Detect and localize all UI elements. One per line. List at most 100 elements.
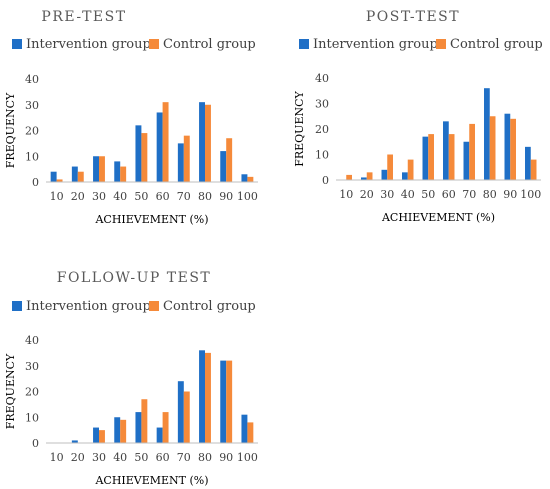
- y-tick-label: 10: [25, 411, 39, 424]
- bar-control-90: [510, 118, 516, 180]
- y-tick-label: 20: [25, 386, 39, 399]
- bar-intervention-80: [484, 88, 490, 180]
- bar-control-40: [407, 159, 414, 180]
- bar-control-100: [530, 159, 537, 180]
- y-tick-label: 20: [25, 125, 39, 138]
- legend-swatch-intervention: [299, 39, 309, 49]
- x-tick-label: 50: [421, 188, 435, 201]
- legend-swatch-control: [149, 39, 159, 49]
- bar-control-60: [448, 134, 455, 180]
- x-tick-label: 100: [237, 451, 258, 464]
- y-tick-label: 40: [25, 73, 39, 86]
- chart-title: PRE-TEST: [41, 9, 126, 25]
- bar-intervention-90: [220, 151, 227, 182]
- chart-1: PRE-TEST Intervention group Control group 0…: [4, 9, 258, 226]
- x-tick-label: 80: [483, 188, 497, 201]
- x-axis-title: ACHIEVEMENT (%): [381, 211, 495, 224]
- x-tick-label: 50: [134, 190, 148, 203]
- x-tick-label: 30: [380, 188, 394, 201]
- x-tick-label: 90: [219, 451, 233, 464]
- x-tick-label: 80: [198, 190, 212, 203]
- bar-control-70: [183, 135, 190, 182]
- x-axis-title: ACHIEVEMENT (%): [94, 213, 208, 226]
- y-axis-title: FREQUENCY: [4, 92, 17, 168]
- x-tick-label: 60: [156, 451, 170, 464]
- x-tick-label: 70: [177, 451, 191, 464]
- bar-control-30: [99, 156, 105, 182]
- bar-intervention-30: [381, 169, 388, 180]
- legend-label-intervention: Intervention group: [313, 37, 438, 52]
- legend-label-control: Control group: [163, 37, 256, 52]
- legend-swatch-intervention: [12, 39, 22, 49]
- bar-control-50: [141, 133, 148, 182]
- bar-control-50: [141, 399, 148, 443]
- bar-control-100: [247, 176, 254, 182]
- y-tick-label: 40: [315, 72, 329, 85]
- x-axis-title: ACHIEVEMENT (%): [94, 474, 208, 487]
- bar-intervention-100: [241, 174, 248, 182]
- bar-intervention-10: [50, 171, 57, 182]
- bar-control-70: [469, 123, 475, 180]
- bar-intervention-50: [422, 136, 429, 180]
- bar-intervention-80: [199, 102, 205, 182]
- bar-control-60: [162, 412, 169, 443]
- bar-control-100: [247, 422, 254, 443]
- x-tick-label: 80: [198, 451, 212, 464]
- bar-intervention-50: [135, 412, 142, 443]
- bar-control-90: [226, 138, 233, 182]
- x-tick-label: 30: [92, 451, 106, 464]
- y-tick-label: 30: [25, 99, 39, 112]
- legend-swatch-intervention: [12, 301, 22, 311]
- bar-control-80: [205, 104, 211, 182]
- x-tick-label: 10: [50, 190, 64, 203]
- y-tick-label: 10: [25, 150, 39, 163]
- bar-control-20: [77, 171, 84, 182]
- x-tick-label: 90: [503, 188, 517, 201]
- bar-intervention-40: [402, 172, 408, 180]
- chart-title: POST-TEST: [366, 9, 460, 25]
- y-tick-label: 20: [315, 123, 329, 136]
- bar-control-80: [489, 116, 496, 180]
- bar-intervention-100: [525, 146, 531, 180]
- bar-control-70: [183, 391, 190, 443]
- y-tick-label: 0: [32, 437, 39, 450]
- x-tick-label: 70: [177, 190, 191, 203]
- bar-control-40: [120, 419, 127, 443]
- bar-intervention-80: [199, 350, 205, 443]
- x-tick-label: 30: [92, 190, 106, 203]
- bar-intervention-30: [93, 427, 99, 443]
- bar-intervention-30: [93, 156, 99, 182]
- x-tick-label: 20: [71, 451, 85, 464]
- bar-intervention-20: [71, 440, 78, 443]
- y-tick-label: 0: [322, 174, 329, 187]
- x-tick-label: 40: [113, 451, 127, 464]
- bar-intervention-60: [156, 427, 163, 443]
- legend-label-control: Control group: [450, 37, 543, 52]
- bar-intervention-100: [241, 414, 248, 443]
- legend-swatch-control: [149, 301, 159, 311]
- bar-control-10: [346, 174, 352, 180]
- x-tick-label: 100: [237, 190, 258, 203]
- x-tick-label: 10: [339, 188, 353, 201]
- chart-2: POST-TEST Intervention group Control group…: [293, 9, 543, 224]
- x-tick-label: 90: [219, 190, 233, 203]
- y-tick-label: 40: [25, 334, 39, 347]
- x-tick-label: 40: [113, 190, 127, 203]
- x-tick-label: 20: [360, 188, 374, 201]
- bar-intervention-40: [114, 417, 121, 443]
- y-tick-label: 10: [315, 149, 329, 162]
- y-axis-title: FREQUENCY: [4, 353, 17, 429]
- bar-control-30: [387, 154, 393, 180]
- x-tick-label: 70: [462, 188, 476, 201]
- legend-swatch-control: [436, 39, 446, 49]
- bar-control-80: [205, 352, 211, 444]
- y-tick-label: 0: [32, 176, 39, 189]
- bar-intervention-90: [220, 360, 227, 443]
- bar-intervention-50: [135, 125, 142, 182]
- y-tick-label: 30: [25, 360, 39, 373]
- bar-intervention-60: [156, 112, 163, 182]
- x-tick-label: 60: [442, 188, 456, 201]
- bar-intervention-20: [71, 166, 78, 182]
- chart-3: FOLLOW-UP TEST Intervention group Control …: [4, 270, 258, 487]
